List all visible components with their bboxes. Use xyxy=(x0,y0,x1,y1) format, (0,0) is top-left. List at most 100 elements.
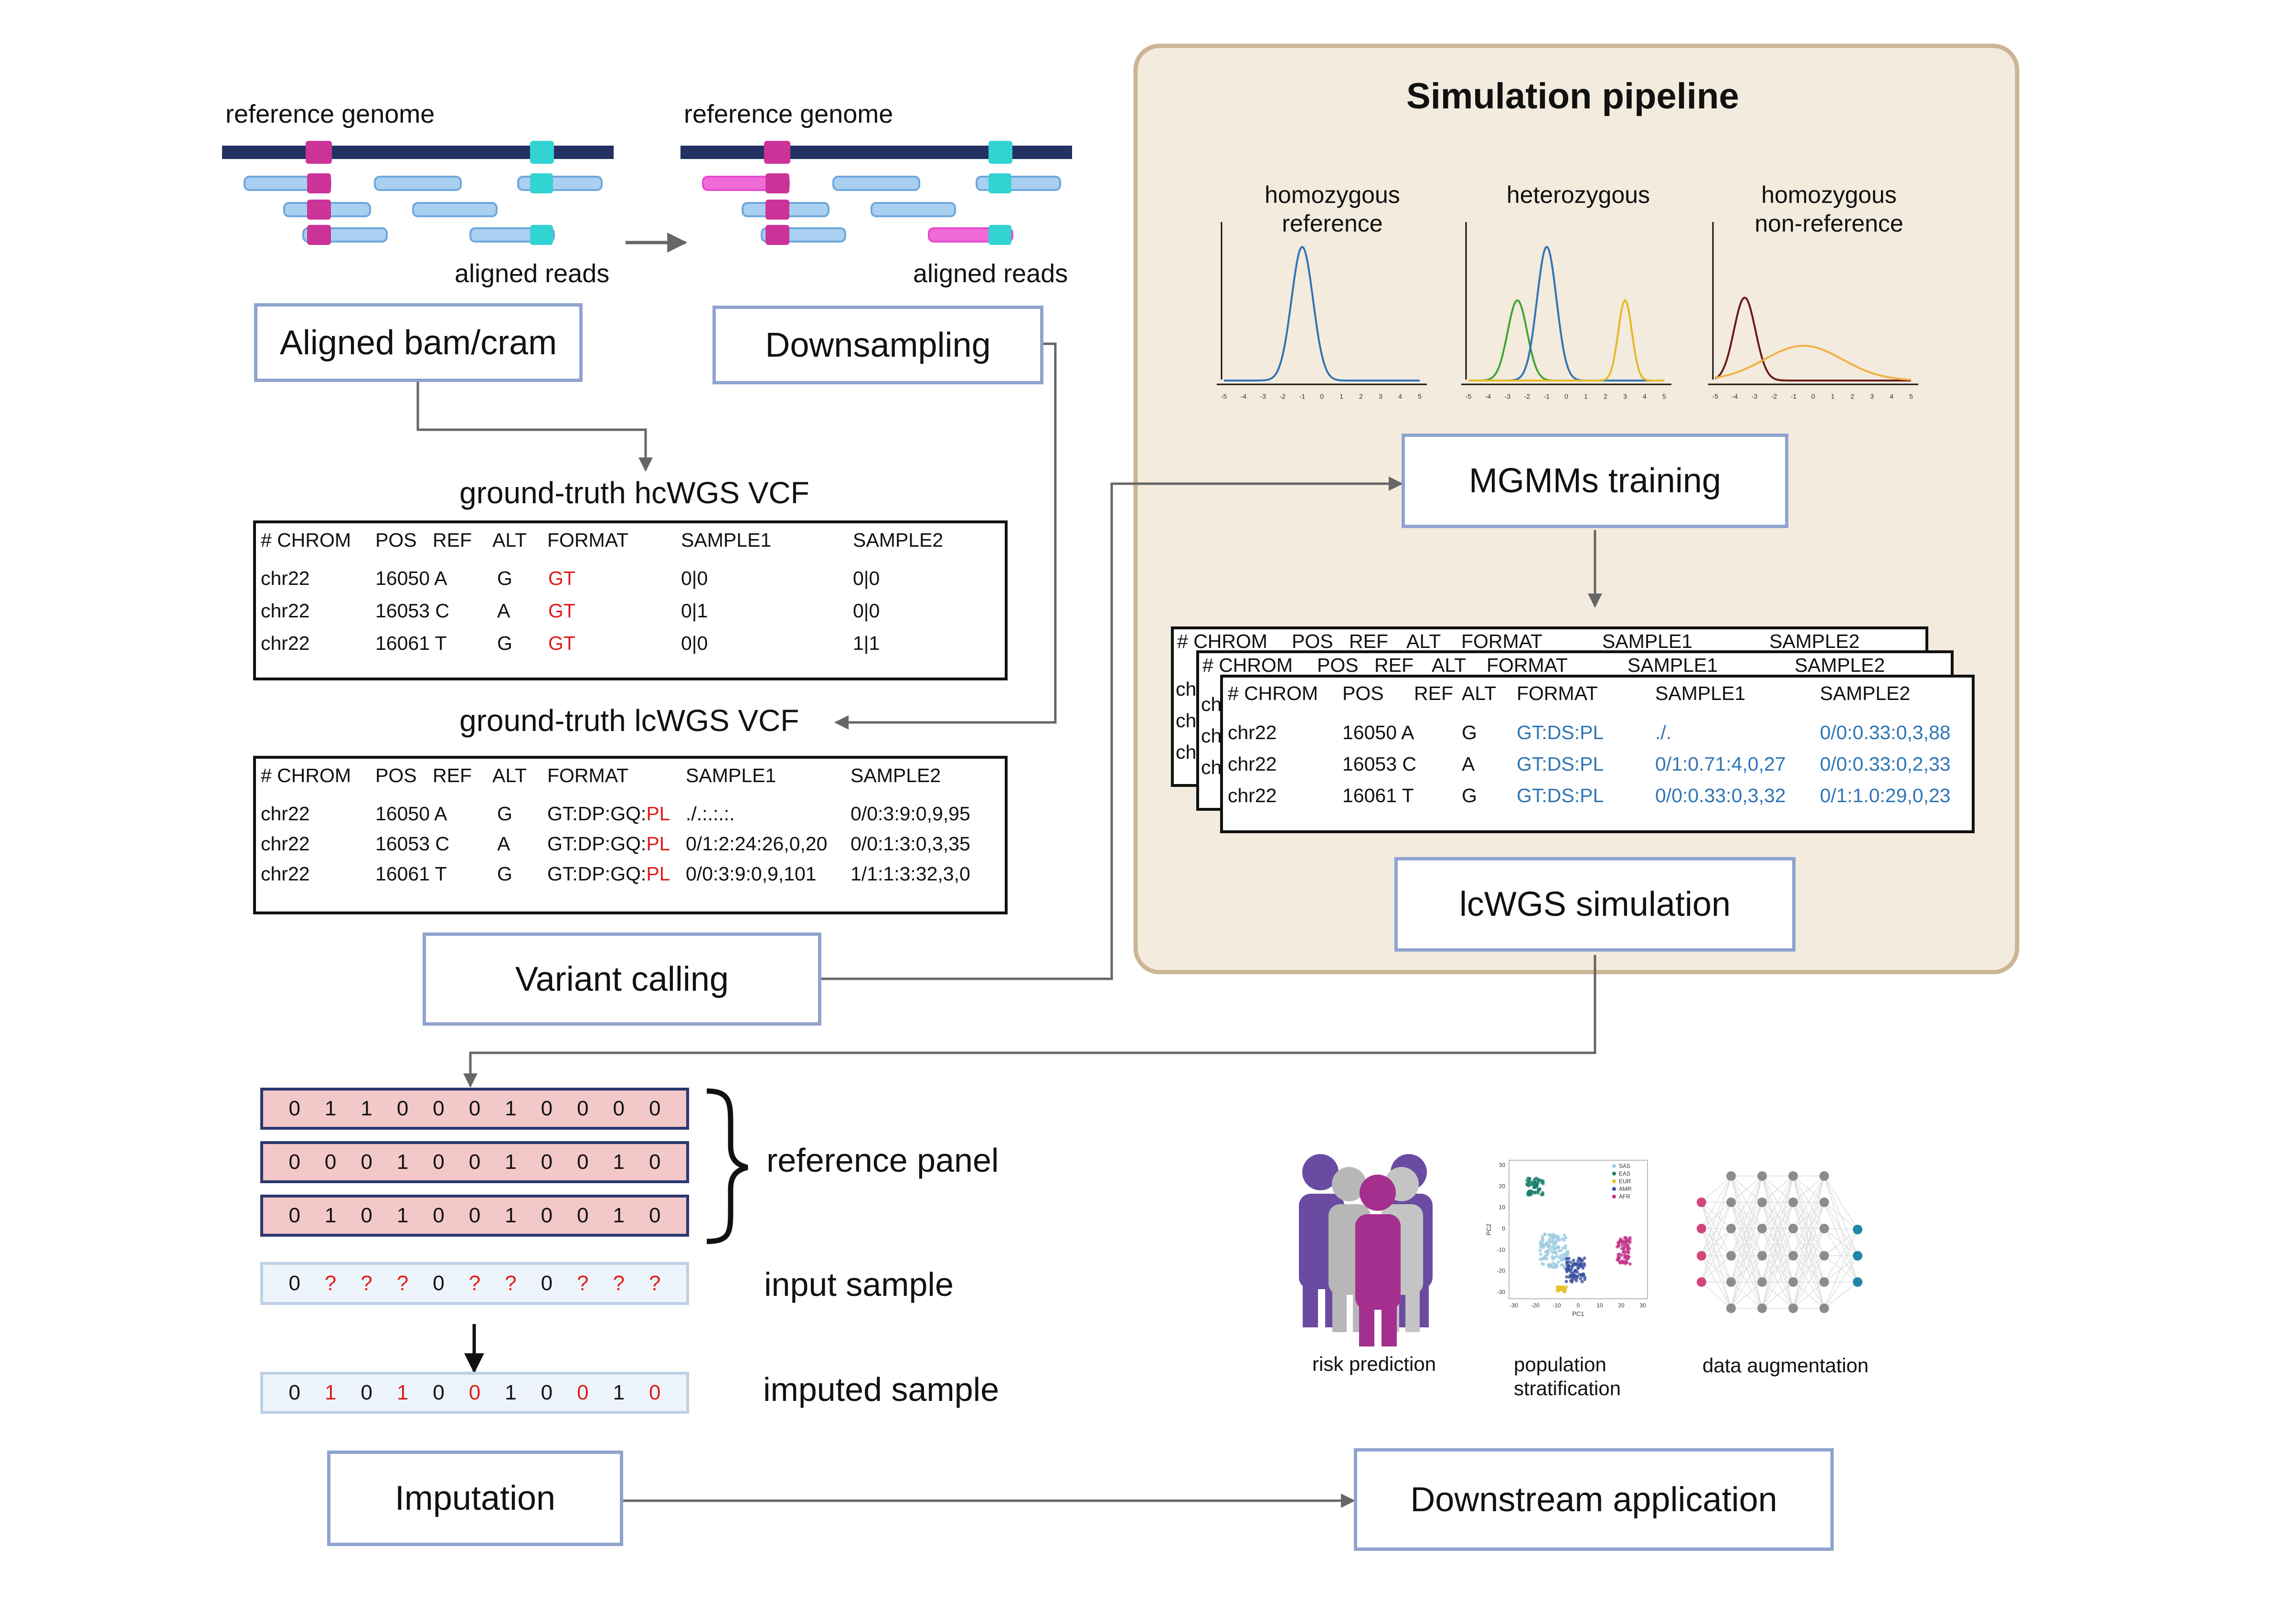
sim-vcf-back-header-3: ALT xyxy=(1406,630,1441,652)
risk-prediction-label: risk prediction xyxy=(1312,1353,1436,1375)
hc-vcf-header-3: ALT xyxy=(492,529,527,551)
lc-vcf-header-4: FORMAT xyxy=(547,764,629,786)
allele: 0 xyxy=(541,1381,553,1404)
allele: 0 xyxy=(577,1097,589,1120)
curve-label-line2: reference xyxy=(1282,210,1383,237)
sim-vcf-header-3: ALT xyxy=(1462,682,1497,704)
imputed-sample-label: imputed sample xyxy=(763,1371,999,1408)
simulation-to-panel-arrow xyxy=(463,955,1596,1088)
curve-label-line1: heterozygous xyxy=(1506,181,1650,208)
sim-vcf-back-header-0: # CHROM xyxy=(1202,654,1293,676)
sim-vcf-sample2: 0/0:0.33:0,3,88 xyxy=(1820,721,1951,743)
allele: 0 xyxy=(541,1272,553,1295)
hc-vcf-sample1: 0|0 xyxy=(681,632,708,654)
curve-label-0: homozygous reference xyxy=(1208,180,1456,238)
allele: 1 xyxy=(613,1381,625,1404)
allele: 0 xyxy=(433,1097,445,1120)
allele: 0 xyxy=(288,1150,300,1174)
sim-vcf-back-row-peek: ch xyxy=(1176,710,1197,731)
lc-vcf-alt: G xyxy=(497,803,512,825)
hc-vcf-sample2: 1|1 xyxy=(853,632,880,654)
population-stratification-label: population stratification xyxy=(1514,1353,1621,1399)
lc-vcf-sample2: 0/0:3:9:0,9,95 xyxy=(850,803,970,825)
lc-vcf-pos-ref: 16053 C xyxy=(375,833,450,855)
allele: 0 xyxy=(288,1204,300,1227)
sim-vcf-back-header-3: ALT xyxy=(1432,654,1467,676)
allele: 1 xyxy=(505,1097,517,1120)
hc-vcf-header-0: # CHROM xyxy=(261,529,351,551)
downstream-application-box: Downstream application xyxy=(1354,1448,1834,1551)
allele: 1 xyxy=(396,1150,409,1174)
lc-vcf-sample1: ./.:.:.:. xyxy=(686,803,735,825)
allele: 0 xyxy=(541,1204,553,1227)
allele: 0 xyxy=(613,1097,625,1120)
sim-vcf-alt: A xyxy=(1462,753,1475,775)
allele: 1 xyxy=(324,1097,337,1120)
allele: 0 xyxy=(361,1150,372,1174)
sim-vcf-back-header-5: SAMPLE1 xyxy=(1627,654,1718,676)
sim-vcf-header-2: REF xyxy=(1414,682,1453,704)
allele: 0 xyxy=(288,1381,300,1404)
allele: 1 xyxy=(613,1204,625,1227)
hc-vcf-alt: G xyxy=(497,632,512,654)
sim-vcf-back-header-1: POS xyxy=(1317,654,1359,676)
hc-vcf-table: # CHROM POS REF ALT FORMAT SAMPLE1 SAMPLE2 chr2… xyxy=(253,520,1008,680)
lc-vcf-format: GT:DP:GQ:PL xyxy=(547,833,670,855)
sim-vcf-pos-ref: 16053 C xyxy=(1342,753,1417,775)
allele: ? xyxy=(396,1272,409,1295)
hc-vcf-chrom: chr22 xyxy=(261,567,310,589)
sim-vcf-chrom: chr22 xyxy=(1228,721,1277,743)
sim-vcf-chrom: chr22 xyxy=(1228,784,1277,806)
sim-vcf-back-row-peek: ch xyxy=(1201,756,1222,778)
allele: ? xyxy=(468,1272,481,1295)
downsampling-to-lc-arrow xyxy=(834,342,1057,730)
hc-vcf-chrom: chr22 xyxy=(261,632,310,654)
lc-vcf-sample2: 0/0:1:3:0,3,35 xyxy=(850,833,970,855)
allele: 1 xyxy=(324,1204,337,1227)
sim-vcf-back-row-peek: ch xyxy=(1201,725,1222,747)
hc-vcf-chrom: chr22 xyxy=(261,600,310,622)
genome-panel-2 xyxy=(680,141,1072,245)
allele: 0 xyxy=(468,1097,481,1120)
sim-vcf-back-header-5: SAMPLE1 xyxy=(1602,630,1693,652)
reference-genome-label-1: reference genome xyxy=(225,100,435,128)
genome-panel-1 xyxy=(222,141,614,245)
allele: ? xyxy=(324,1272,337,1295)
hc-vcf-header-6: SAMPLE2 xyxy=(853,529,944,551)
sim-vcf-header-1: POS xyxy=(1342,682,1384,704)
hc-vcf-sample2: 0|0 xyxy=(853,600,880,622)
allele: 0 xyxy=(288,1272,300,1295)
sim-vcf-header-0: # CHROM xyxy=(1228,682,1318,704)
sim-vcf-back-header-4: FORMAT xyxy=(1461,630,1543,652)
hc-vcf-sample2: 0|0 xyxy=(853,567,880,589)
allele: 1 xyxy=(505,1150,517,1174)
lc-vcf-chrom: chr22 xyxy=(261,863,310,885)
sim-vcf-back-header-6: SAMPLE2 xyxy=(1769,630,1860,652)
sim-vcf-sample2: 0/0:0.33:0,2,33 xyxy=(1820,753,1951,775)
lc-vcf-header-6: SAMPLE2 xyxy=(850,764,941,786)
curve-label-line1: homozygous xyxy=(1265,181,1400,208)
sim-vcf-back-row-peek: ch xyxy=(1176,741,1197,763)
sim-vcf-header-6: SAMPLE2 xyxy=(1820,682,1911,704)
sim-vcf-format: GT:DS:PL xyxy=(1517,721,1604,743)
allele: ? xyxy=(613,1272,625,1295)
allele: 0 xyxy=(649,1097,661,1120)
sim-vcf-format: GT:DS:PL xyxy=(1517,753,1604,775)
hc-vcf-header-4: FORMAT xyxy=(547,529,629,551)
allele: 1 xyxy=(505,1381,517,1404)
allele: 0 xyxy=(468,1150,481,1174)
lc-vcf-pos-ref: 16050 A xyxy=(375,803,447,825)
reference-panel-label: reference panel xyxy=(766,1142,999,1179)
allele: 0 xyxy=(649,1204,661,1227)
downsampling-box: Downsampling xyxy=(712,306,1043,384)
allele: ? xyxy=(577,1272,589,1295)
sim-vcf-back-header-0: # CHROM xyxy=(1177,630,1268,652)
hc-vcf-pos-ref: 16050 A xyxy=(375,567,447,589)
sim-vcf-back-row-peek: ch xyxy=(1201,693,1222,715)
curve-label-2: homozygous non-reference xyxy=(1705,180,1953,238)
sim-vcf-sample2: 0/1:1.0:29,0,23 xyxy=(1820,784,1951,806)
sim-vcf-format: GT:DS:PL xyxy=(1517,784,1604,806)
lc-vcf-sample1: 0/1:2:24:26,0,20 xyxy=(686,833,828,855)
